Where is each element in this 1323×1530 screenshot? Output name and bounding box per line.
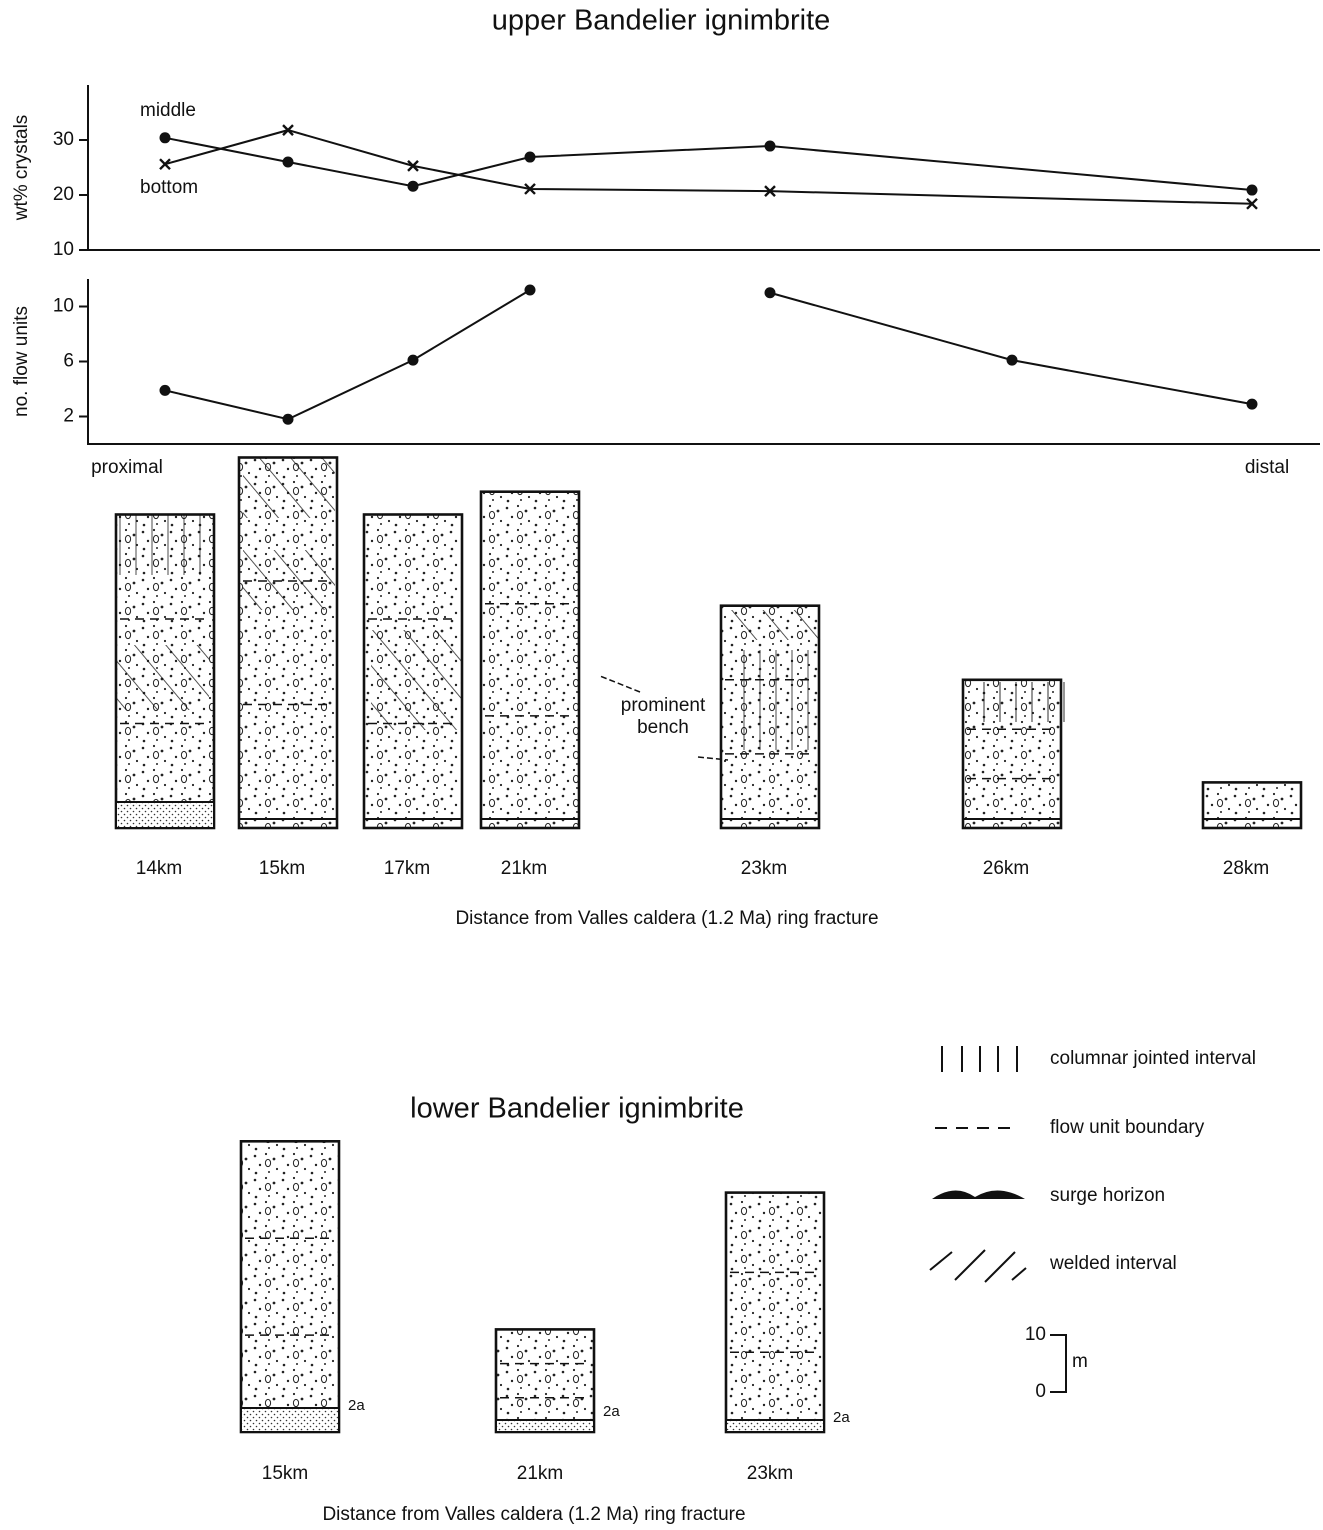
legend-symbol [930, 1250, 1026, 1282]
welded-texture [243, 550, 335, 610]
y-tick-label: 10 [53, 296, 74, 317]
column-label: 21km [517, 1463, 563, 1484]
section-title: lower Bandelier ignimbrite [410, 1093, 744, 1125]
welded-texture [371, 630, 463, 730]
marker [160, 385, 171, 396]
marker [160, 132, 171, 143]
y-tick-label: 6 [63, 351, 74, 372]
title: upper Bandelier ignimbrite [492, 5, 831, 37]
annotation: bench [637, 717, 689, 738]
scale-tick-label: 0 [1035, 1381, 1046, 1402]
column-label: 23km [747, 1463, 793, 1484]
series-label: bottom [140, 177, 198, 198]
base-label: 2a [603, 1403, 620, 1420]
series-line [165, 138, 1252, 190]
y-tick-label: 20 [53, 184, 74, 205]
legend-label: columnar jointed interval [1050, 1048, 1256, 1069]
annotation: prominent [621, 695, 706, 716]
column-label: 21km [501, 858, 547, 879]
marker [1007, 355, 1018, 366]
scale-bar: 10 0 m [1025, 1324, 1088, 1402]
column [1203, 782, 1301, 828]
column [481, 492, 579, 828]
column [496, 1329, 594, 1432]
series-line [165, 130, 1252, 204]
base-layer [242, 1408, 338, 1431]
columnar-texture [977, 682, 1071, 722]
y-axis-title: wt% crystals [11, 115, 32, 222]
marker [283, 157, 294, 168]
marker [283, 414, 294, 425]
legend: columnar jointed interval flow unit boun… [930, 1046, 1256, 1282]
column-label: 23km [741, 858, 787, 879]
base-label: 2a [348, 1397, 365, 1414]
base-layer [497, 1420, 593, 1431]
legend-label: surge horizon [1050, 1185, 1165, 1206]
legend-symbol [942, 1046, 1017, 1072]
legend-symbol [932, 1190, 1025, 1199]
axis [88, 279, 1320, 444]
legend-label: flow unit boundary [1050, 1117, 1205, 1138]
series-label: middle [140, 100, 196, 121]
lower-columns [241, 1141, 824, 1432]
column-label: 17km [384, 858, 430, 879]
scale-bar [1050, 1335, 1066, 1392]
figure: upper Bandelier ignimbrite proximal dist… [0, 0, 1323, 1530]
x-axis-title: Distance from Valles caldera (1.2 Ma) ri… [455, 908, 878, 929]
legend-label: welded interval [1049, 1253, 1177, 1274]
y-tick-label: 30 [53, 129, 74, 150]
series-line [165, 290, 530, 419]
marker [525, 285, 536, 296]
columnar-texture [117, 515, 209, 575]
columnar-texture [729, 650, 823, 750]
base-layer [117, 802, 213, 827]
column-label: 14km [136, 858, 182, 879]
column-label: 28km [1223, 858, 1269, 879]
proximal-label: proximal [91, 457, 163, 478]
welded-texture [729, 610, 823, 640]
column-label: 15km [262, 1463, 308, 1484]
column [726, 1193, 824, 1432]
marker [525, 152, 536, 163]
column-label: 15km [259, 858, 305, 879]
axis [88, 85, 1320, 250]
marker [765, 141, 776, 152]
column [241, 1141, 339, 1432]
base-layer [727, 1420, 823, 1431]
y-axis-title: no. flow units [11, 306, 32, 417]
y-tick-label: 2 [63, 406, 74, 427]
marker [765, 287, 776, 298]
marker [408, 181, 419, 192]
marker [408, 355, 419, 366]
scale-tick-label: 10 [1025, 1324, 1046, 1345]
column-label: 26km [983, 858, 1029, 879]
welded-texture [117, 645, 209, 710]
scale-unit: m [1072, 1351, 1088, 1372]
series-line [770, 293, 1252, 404]
x-axis-title: Distance from Valles caldera (1.2 Ma) ri… [322, 1504, 745, 1525]
marker [1247, 185, 1258, 196]
distal-label: distal [1245, 457, 1289, 478]
welded-texture [243, 458, 335, 518]
y-tick-label: 10 [53, 239, 74, 260]
marker [1247, 399, 1258, 410]
base-label: 2a [833, 1409, 850, 1426]
